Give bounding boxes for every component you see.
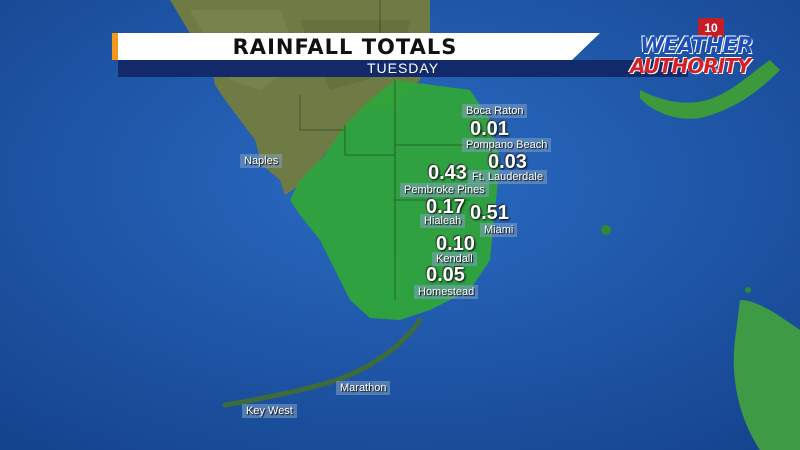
bahamas-island — [640, 60, 780, 119]
station-value-boca-raton: 0.01 — [470, 118, 509, 140]
city-label-marathon: Marathon — [336, 381, 391, 395]
station-name-ft-lauderdale: Ft. Lauderdale — [468, 170, 547, 184]
station-name-miami: Miami — [480, 223, 518, 237]
city-label-key-west: Key West — [242, 404, 297, 418]
logo-authority-text: AUTHORITY — [630, 54, 751, 78]
station-name-boca-raton: Boca Raton — [462, 104, 528, 118]
station-logo: 10 WEATHER AUTHORITY — [624, 18, 784, 78]
station-name-homestead: Homestead — [414, 285, 479, 299]
station-value-pembroke-pines: 0.17 — [426, 196, 465, 218]
station-value-hialeah: 0.51 — [470, 202, 509, 224]
station-value-pompano-beach: 0.03 — [488, 151, 527, 173]
day-label: TUESDAY — [366, 60, 440, 76]
subtitle-bar — [118, 60, 688, 77]
station-value-ft-lauderdale: 0.43 — [428, 162, 467, 184]
station-value-kendall: 0.05 — [426, 264, 465, 286]
station-value-miami: 0.10 — [436, 233, 475, 255]
station-name-pembroke-pines: Pembroke Pines — [400, 183, 489, 197]
channel-badge: 10 — [698, 18, 724, 38]
logo-weather-text: WEATHER — [640, 34, 754, 59]
station-name-kendall: Kendall — [432, 252, 477, 266]
andros-island — [733, 300, 800, 450]
title-slant — [572, 33, 600, 60]
title-bar: RAINFALL TOTALS — [112, 33, 572, 60]
page-title: RAINFALL TOTALS — [232, 35, 458, 59]
small-island — [745, 287, 751, 293]
small-island — [601, 225, 611, 235]
keys-chain — [222, 317, 423, 408]
station-name-pompano-beach: Pompano Beach — [462, 138, 552, 152]
station-name-hialeah: Hialeah — [420, 214, 466, 228]
city-label-naples: Naples — [240, 154, 283, 168]
